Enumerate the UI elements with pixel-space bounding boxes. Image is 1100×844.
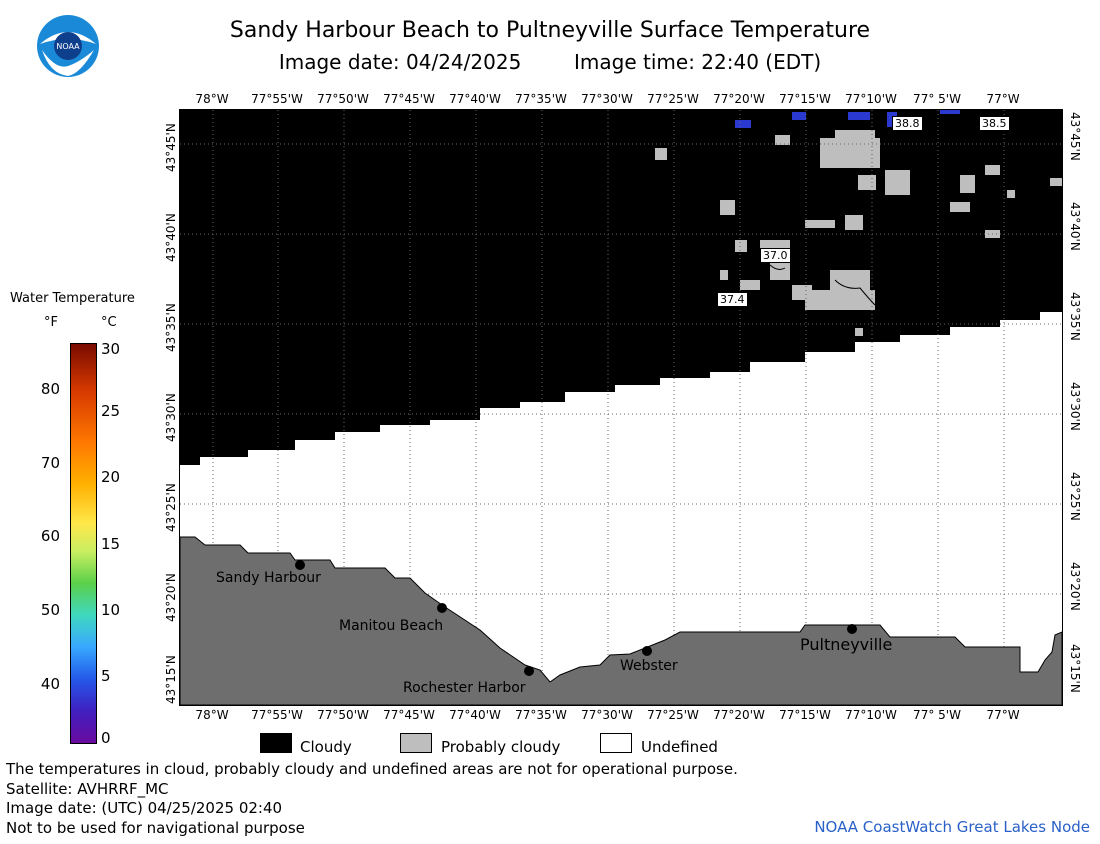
map-subtitle: Image date: 04/24/2025 Image time: 22:40…	[150, 50, 950, 74]
lat-label: 43°35'N	[164, 303, 178, 352]
lon-label: 77°W	[986, 92, 1020, 106]
colorbar-tick-f: 60	[40, 527, 60, 545]
navigation-note: Not to be used for navigational purpose	[6, 819, 305, 837]
image-date: Image date: 04/24/2025	[278, 50, 522, 74]
lon-label: 77°50'W	[317, 92, 369, 106]
lat-label: 43°30'N	[1068, 382, 1082, 431]
colorbar-tick-c: 0	[101, 729, 111, 747]
lon-label: 77°40'W	[449, 92, 501, 106]
lon-label: 77°25'W	[647, 708, 699, 722]
probably-cloudy-patches	[655, 130, 1062, 336]
legend-swatch-undefined	[600, 733, 632, 753]
colorbar-tick-f: 70	[40, 454, 60, 472]
colorbar-tick-c: 10	[101, 601, 121, 619]
legend-label-cloudy: Cloudy	[300, 738, 352, 756]
lon-label: 77°10'W	[845, 92, 897, 106]
lat-label: 43°30'N	[164, 393, 178, 442]
fahrenheit-unit: °F	[44, 315, 58, 330]
lon-label: 78°W	[195, 92, 229, 106]
map-canvas	[180, 110, 1062, 705]
lat-label: 43°45'N	[164, 123, 178, 172]
legend-label-undefined: Undefined	[641, 738, 718, 756]
lon-label: 77°50'W	[317, 708, 369, 722]
land-area	[180, 536, 1062, 705]
lon-label: 77° 5'W	[913, 708, 961, 722]
image-time: Image time: 22:40 (EDT)	[574, 50, 822, 74]
lon-label: 77°20'W	[713, 92, 765, 106]
temperature-map: 38.8 38.5 37.0 37.4 Sandy Harbour Manito…	[179, 109, 1063, 706]
lat-label: 43°25'N	[164, 483, 178, 532]
colorbar-tick-f: 80	[40, 380, 60, 398]
place-label-rochester-harbor: Rochester Harbor	[403, 680, 526, 696]
lon-label: 77°35'W	[515, 92, 567, 106]
colorbar-tick-f: 40	[40, 675, 60, 693]
lon-label: 77°20'W	[713, 708, 765, 722]
noaa-logo-icon: NOAA	[37, 15, 99, 77]
lon-label: 77°15'W	[779, 708, 831, 722]
place-label-sandy-harbour: Sandy Harbour	[216, 570, 321, 586]
colorbar-tick-c: 30	[101, 340, 121, 358]
colorbar-tick-c: 15	[101, 535, 121, 553]
lon-label: 77°45'W	[383, 708, 435, 722]
place-label-pultneyville: Pultneyville	[800, 635, 893, 654]
lon-label: 77°55'W	[251, 92, 303, 106]
lat-label: 43°35'N	[1068, 292, 1082, 341]
lat-label: 43°15'N	[1068, 644, 1082, 693]
lat-label: 43°40'N	[164, 213, 178, 262]
lat-label: 43°25'N	[1068, 472, 1082, 521]
lon-label: 77°35'W	[515, 708, 567, 722]
lon-label: 77° 5'W	[913, 92, 961, 106]
legend-swatch-cloudy	[260, 733, 292, 753]
celsius-unit: °C	[101, 315, 117, 330]
lat-label: 43°20'N	[1068, 562, 1082, 611]
colorbar-tick-f: 50	[40, 601, 60, 619]
lon-label: 77°40'W	[449, 708, 501, 722]
map-title: Sandy Harbour Beach to Pultneyville Surf…	[229, 18, 871, 43]
lon-label: 77°55'W	[251, 708, 303, 722]
lat-label: 43°45'N	[1068, 112, 1082, 161]
lat-label: 43°15'N	[164, 655, 178, 704]
lon-label: 77°15'W	[779, 92, 831, 106]
lon-label: 77°30'W	[581, 708, 633, 722]
temperature-colorbar	[70, 343, 97, 744]
lon-label: 78°W	[195, 708, 229, 722]
credit-link[interactable]: NOAA CoastWatch Great Lakes Node	[814, 818, 1090, 836]
legend-label-probably-cloudy: Probably cloudy	[441, 738, 561, 756]
colorbar-tick-c: 20	[101, 468, 121, 486]
cloudy-region	[180, 110, 1062, 465]
satellite-text: Satellite: AVHRRF_MC	[6, 780, 169, 798]
colorbar-tick-c: 25	[101, 402, 121, 420]
lon-label: 77°10'W	[845, 708, 897, 722]
lon-label: 77°45'W	[383, 92, 435, 106]
temp-label: 37.0	[760, 248, 791, 263]
temp-label: 38.8	[892, 116, 923, 131]
logo-text: NOAA	[56, 42, 80, 51]
utc-date-text: Image date: (UTC) 04/25/2025 02:40	[6, 799, 283, 817]
legend-swatch-probably-cloudy	[400, 733, 432, 753]
lat-label: 43°40'N	[1068, 202, 1082, 251]
lon-label: 77°25'W	[647, 92, 699, 106]
place-label-webster: Webster	[620, 658, 678, 674]
place-markers	[295, 560, 857, 676]
temp-label: 38.5	[979, 116, 1010, 131]
colorbar-title: Water Temperature	[10, 291, 135, 306]
place-label-manitou-beach: Manitou Beach	[339, 618, 444, 634]
lon-label: 77°30'W	[581, 92, 633, 106]
lon-label: 77°W	[986, 708, 1020, 722]
temp-label: 37.4	[717, 292, 748, 307]
lat-label: 43°20'N	[164, 573, 178, 622]
colorbar-tick-c: 5	[101, 667, 111, 685]
disclaimer-text: The temperatures in cloud, probably clou…	[6, 760, 738, 778]
